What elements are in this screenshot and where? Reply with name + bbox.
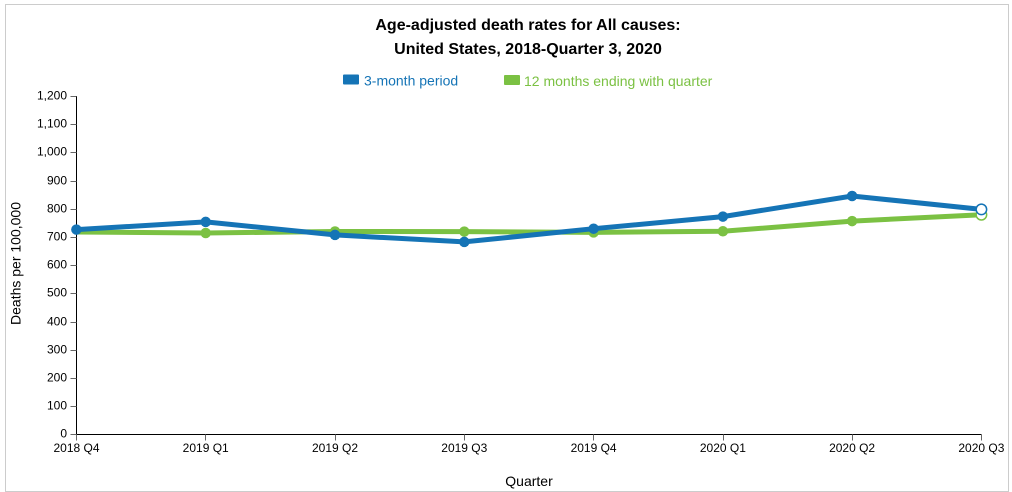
svg-text:Quarter: Quarter [505,473,553,489]
svg-text:2019 Q4: 2019 Q4 [571,441,617,455]
svg-text:Age-adjusted death rates for A: Age-adjusted death rates for All causes: [375,17,680,34]
svg-text:2019 Q3: 2019 Q3 [441,441,487,455]
svg-text:1,200: 1,200 [37,89,67,103]
svg-text:3-month period: 3-month period [364,73,458,89]
svg-text:100: 100 [47,399,67,413]
svg-text:2019 Q2: 2019 Q2 [312,441,358,455]
svg-text:600: 600 [47,258,67,272]
svg-text:United States, 2018-Quarter 3,: United States, 2018-Quarter 3, 2020 [394,41,662,58]
svg-text:400: 400 [47,315,67,329]
svg-text:2020 Q3: 2020 Q3 [958,441,1004,455]
svg-text:0: 0 [60,427,67,441]
svg-text:500: 500 [47,286,67,300]
svg-text:2020 Q1: 2020 Q1 [700,441,746,455]
svg-text:1,100: 1,100 [37,117,67,131]
svg-text:2020 Q2: 2020 Q2 [829,441,875,455]
svg-text:Deaths per 100,000: Deaths per 100,000 [8,202,24,325]
svg-text:2019 Q1: 2019 Q1 [183,441,229,455]
svg-text:2018 Q4: 2018 Q4 [53,441,99,455]
svg-text:1,000: 1,000 [37,145,67,159]
svg-text:300: 300 [47,343,67,357]
svg-text:12 months ending with quarter: 12 months ending with quarter [524,73,713,89]
svg-text:800: 800 [47,202,67,216]
svg-text:700: 700 [47,230,67,244]
svg-text:900: 900 [47,174,67,188]
svg-text:200: 200 [47,371,67,385]
